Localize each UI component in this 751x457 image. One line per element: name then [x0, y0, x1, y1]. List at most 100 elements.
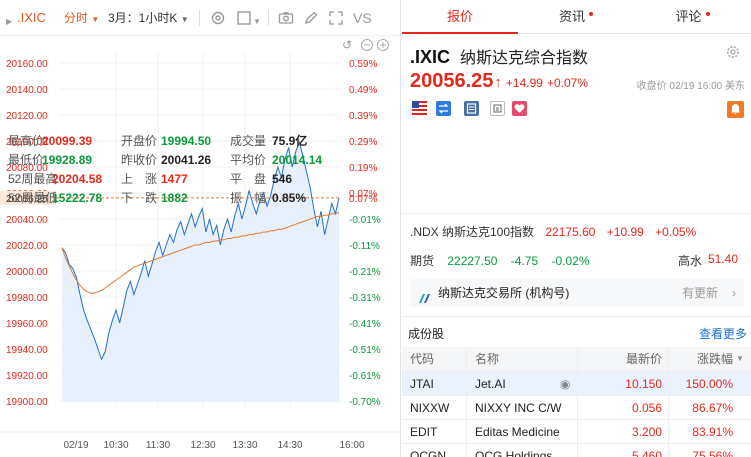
cell-pct: 83.91%	[692, 425, 733, 439]
col-divider	[577, 347, 578, 457]
draw-pencil-icon[interactable]	[302, 9, 320, 27]
related-ndx-row[interactable]: .NDX 纳斯达克100指数 22175.60 +10.99 +0.05%	[410, 223, 696, 240]
futures-price: 22227.50	[447, 254, 498, 268]
pct-tick-label: -0.61%	[349, 371, 381, 382]
cell-name: NIXXY INC C/W	[475, 401, 562, 415]
cell-price: 10.150	[625, 377, 662, 391]
close-time: 收盘价 02/19 16:00 美东	[636, 81, 745, 92]
symbol-selector[interactable]: .IXIC	[17, 10, 46, 25]
table-row[interactable]: JTAI Jet.AI 10.150 150.00% ◉	[402, 371, 751, 395]
watch-eye-icon[interactable]: ◉	[560, 377, 571, 391]
reset-zoom-icon: ↺	[342, 38, 352, 52]
exchange-logo-icon	[418, 287, 431, 303]
tab-comments[interactable]: 评论	[634, 0, 751, 34]
col-header-code[interactable]: 代码	[402, 347, 466, 371]
futures-change-pct: -0.02%	[551, 254, 590, 268]
col-divider	[668, 347, 669, 457]
page-title: .IXIC 纳斯达克综合指数	[410, 44, 588, 68]
table-row[interactable]: EDIT Editas Medicine 3.200 83.91%	[402, 419, 751, 443]
exchange-update: 有更新	[681, 286, 718, 300]
stat-label: 开盘价	[121, 134, 158, 148]
trade-icon[interactable]	[436, 101, 451, 116]
chevron-down-icon[interactable]: ▼	[253, 17, 261, 26]
financials-icon[interactable]	[464, 101, 479, 116]
x-tick-label: 12:30	[190, 440, 215, 451]
tab-label: 报价	[446, 9, 473, 24]
gear-icon[interactable]	[724, 43, 742, 61]
divider	[402, 316, 751, 317]
stat-value: 19928.89	[42, 153, 93, 167]
cell-price: 0.056	[631, 401, 662, 415]
pct-tick-label: -0.70%	[349, 397, 381, 408]
stat-value: 1882	[161, 191, 188, 205]
current-pct-label: 0.07%	[349, 194, 377, 205]
futures-row[interactable]: 期货 22227.50 -4.75 -0.02% 高水 51.40	[410, 252, 745, 269]
pct-tick-label: 0.59%	[349, 59, 377, 70]
stat-label: 振 幅	[230, 191, 267, 205]
futures-label: 期货	[410, 254, 435, 268]
average-line	[61, 212, 340, 294]
y-tick-label: 20080.00	[6, 163, 48, 174]
stat-label: 成交量	[230, 134, 267, 148]
stat-value: 15222.78	[52, 191, 103, 205]
current-price-tag	[0, 190, 56, 205]
layout-square-icon[interactable]	[235, 9, 253, 27]
table-row[interactable]: OCGN OCG Holdings 5.460 75.56%	[402, 443, 751, 457]
y-tick-label: 19960.00	[6, 319, 48, 330]
premium-label: 高水	[678, 254, 703, 268]
tab-news[interactable]: 资讯	[518, 0, 634, 34]
kline-period-selector[interactable]: 3月：1小时K ▼	[108, 10, 189, 28]
quote-name: 纳斯达克综合指数	[460, 50, 589, 67]
favorite-heart-icon[interactable]	[512, 101, 527, 116]
sort-down-icon[interactable]: ▼	[736, 354, 744, 363]
intraday-chart[interactable]: ↺ 20160.00 0.59% 20140.00 0.49% 20120.00 0.39%…	[0, 36, 401, 457]
y-tick-label: 20040.00	[6, 215, 48, 226]
exchange-account-row[interactable]: 纳斯达克交易所 (机构号) 有更新 ›	[410, 279, 744, 307]
ndx-label: .NDX 纳斯达克100指数	[410, 225, 535, 239]
futures-change: -4.75	[510, 254, 539, 268]
divider	[402, 213, 751, 214]
header-label: 涨跌幅	[696, 352, 733, 366]
col-header-name[interactable]: 名称	[467, 347, 577, 371]
exchange-label: 纳斯达克交易所 (机构号)	[438, 286, 570, 300]
tab-quote[interactable]: 报价	[402, 0, 518, 34]
cell-pct: 86.67%	[692, 401, 733, 415]
stats-row: 最低价 19928.89 昨收价 20041.26 平均价 20014.14	[8, 152, 348, 168]
pct-tick-label: 0.19%	[349, 163, 377, 174]
y-tick-label: 20020.00	[6, 241, 48, 252]
camera-icon[interactable]	[277, 9, 295, 27]
stat-value: 20099.39	[42, 134, 93, 148]
price-change-pct: +0.07%	[546, 76, 589, 90]
chart-canvas[interactable]: ↺ 20160.00 0.59% 20140.00 0.49% 20120.00 0.39%…	[0, 36, 401, 457]
x-tick-label: 13:30	[232, 440, 257, 451]
indicator-settings-icon[interactable]	[209, 9, 227, 27]
stats-row: 52周最高 20204.58 上 涨 1477 平 盘 546	[8, 171, 348, 187]
table-row[interactable]: NIXXW NIXXY INC C/W 0.056 86.67%	[402, 395, 751, 419]
col-header-pct[interactable]: 涨跌幅	[669, 347, 751, 371]
cell-pct: 150.00%	[685, 377, 733, 391]
period-timeshare-button[interactable]: 分时 ▼	[64, 10, 99, 28]
pct-tick-label: -0.21%	[349, 267, 381, 278]
cell-price: 5.460	[631, 449, 662, 457]
stat-label: 平均价	[230, 153, 267, 167]
stat-label: 下 跌	[121, 191, 158, 205]
current-price-label: 20056.25	[6, 194, 48, 205]
stat-label: 52周最高	[8, 172, 58, 186]
symbol-caret-icon[interactable]: ▶	[6, 17, 13, 26]
stat-value: 19994.50	[161, 134, 212, 148]
compare-vs-button[interactable]: VS	[353, 10, 372, 26]
price-area	[62, 142, 339, 403]
stat-value: 20204.58	[52, 172, 103, 186]
stat-label: 52周最低	[8, 191, 58, 205]
stat-value: 20014.14	[272, 153, 323, 167]
pct-tick-label: 0.49%	[349, 85, 377, 96]
pct-tick-label: 0.29%	[349, 137, 377, 148]
fullscreen-icon[interactable]	[327, 9, 345, 27]
note-icon[interactable]	[490, 101, 505, 116]
ndx-change: +10.99	[606, 225, 644, 239]
pct-tick-label: -0.41%	[349, 319, 381, 330]
pct-tick-label: -0.11%	[349, 241, 380, 252]
col-header-price[interactable]: 最新价	[578, 347, 668, 371]
view-more-link[interactable]: 查看更多	[698, 327, 747, 341]
bell-alert-icon[interactable]	[727, 101, 744, 118]
